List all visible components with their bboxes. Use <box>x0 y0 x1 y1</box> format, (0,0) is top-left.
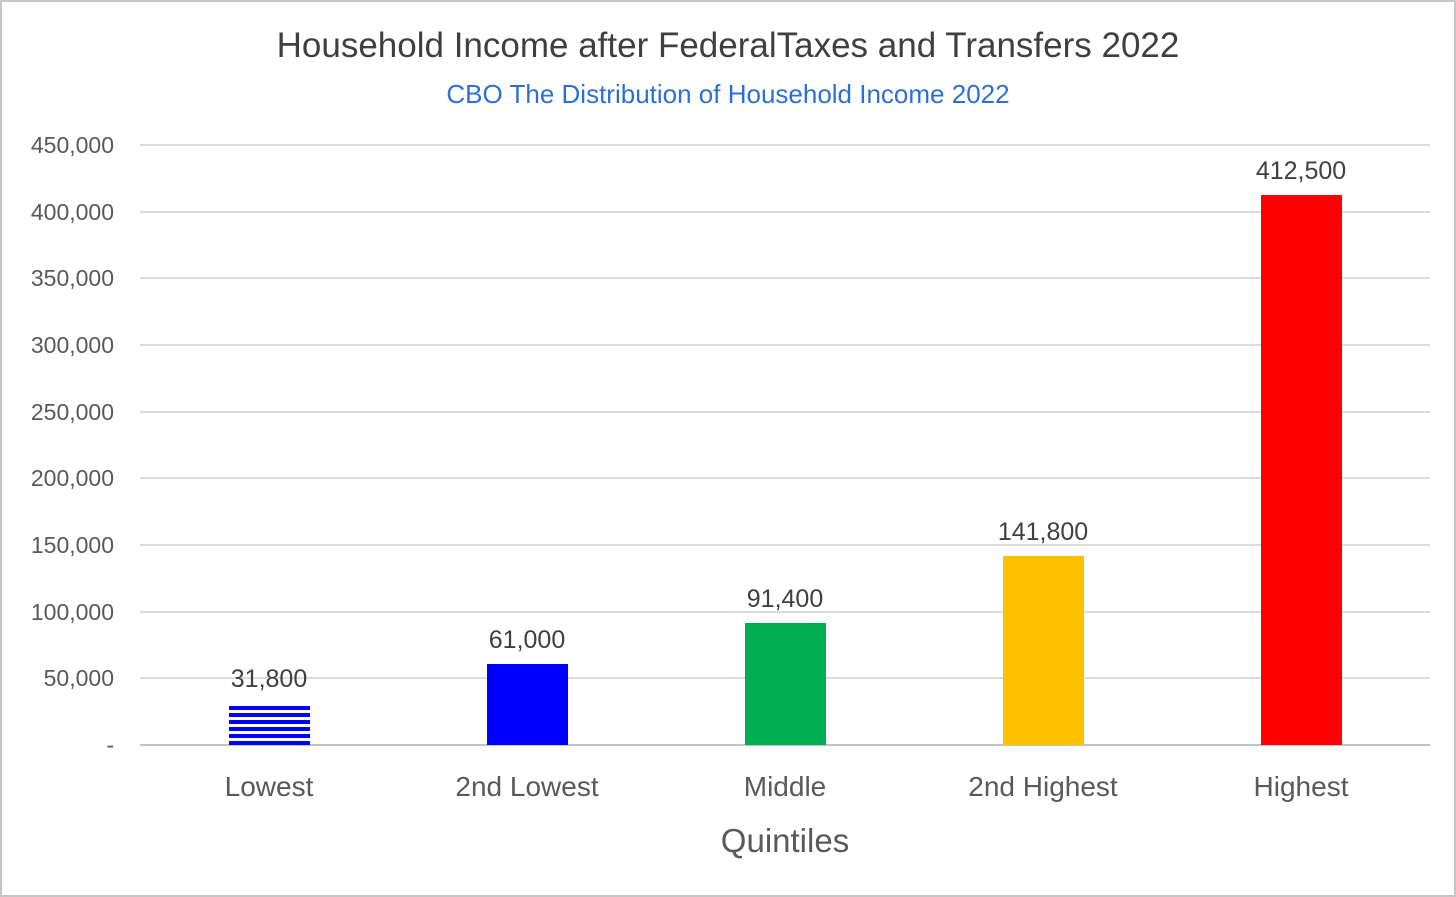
x-category-label: Highest <box>1253 771 1349 802</box>
bar-highest <box>1260 195 1342 745</box>
chart-title: Household Income after FederalTaxes and … <box>276 26 1180 65</box>
bar-value-label: 412,500 <box>1255 157 1347 185</box>
bar-middle <box>744 623 826 745</box>
bar-value-label: 141,800 <box>997 517 1089 546</box>
y-tick-label: 200,000 <box>30 465 114 492</box>
bar-column: 61,000 <box>398 625 656 745</box>
bar-column: 141,800 <box>914 517 1172 745</box>
x-axis-line <box>140 744 1430 746</box>
gridline <box>140 144 1430 146</box>
gridline <box>140 544 1430 546</box>
bar-column: 412,500 <box>1172 156 1430 745</box>
x-category-label: 2nd Highest <box>968 771 1118 802</box>
gridlines <box>140 144 1430 746</box>
x-category-label: Middle <box>743 771 827 802</box>
chart-subtitle: CBO The Distribution of Household Income… <box>446 79 1010 109</box>
y-axis-labels: 450,000 400,000 350,000 300,000 250,000 200,0… <box>8 132 114 758</box>
gridline <box>140 477 1430 480</box>
y-tick-label: 250,000 <box>30 398 114 425</box>
y-tick-label: 300,000 <box>30 332 114 358</box>
x-category-label: Lowest <box>224 771 314 802</box>
bar-2nd-lowest <box>486 663 568 745</box>
gridline <box>140 210 1430 213</box>
gridline <box>140 277 1430 280</box>
bar-column: 31,800 <box>140 664 398 745</box>
bar-value-label: 61,000 <box>488 625 566 654</box>
x-category-label: 2nd Lowest <box>455 771 599 802</box>
x-axis-title: Quintiles <box>720 822 850 859</box>
bar-lowest <box>228 702 310 745</box>
bar-value-label: 91,400 <box>746 585 824 614</box>
x-axis-labels: Lowest 2nd Lowest Middle 2nd Highest Highest <box>140 770 1430 804</box>
y-tick-label: 150,000 <box>30 532 114 558</box>
bars: 31,800 61,000 91,400 141,800 412,500 <box>140 145 1430 745</box>
y-tick-label: - <box>106 732 114 758</box>
y-tick-label: 350,000 <box>30 265 114 292</box>
gridline <box>140 344 1430 346</box>
bar-2nd-highest <box>1002 555 1084 745</box>
gridline <box>140 610 1430 613</box>
plot-area: 31,800 61,000 91,400 141,800 412,500 <box>140 144 1430 746</box>
y-tick-label: 100,000 <box>30 598 114 625</box>
bar-value-label: 31,800 <box>230 664 308 693</box>
y-tick-label: 400,000 <box>30 198 114 225</box>
y-tick-label: 450,000 <box>30 132 114 158</box>
gridline <box>140 410 1430 413</box>
y-tick-label: 50,000 <box>43 665 114 692</box>
bar-column: 91,400 <box>656 584 914 745</box>
